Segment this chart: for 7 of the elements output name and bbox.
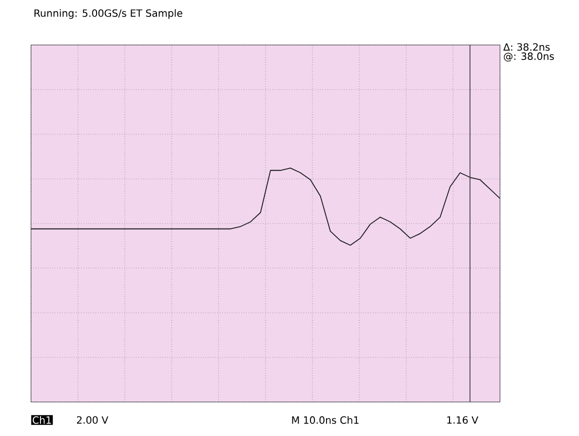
chart-title: Running: 5.00GS/s ET Sample xyxy=(34,9,182,19)
text: M 10.0ns Ch1 xyxy=(292,416,358,424)
text: 1.16 V xyxy=(447,416,478,424)
text: @: 38.0ns xyxy=(504,52,554,62)
text: 2.00 V xyxy=(76,416,108,424)
text: Ch1 xyxy=(32,416,51,424)
text: Δ: 38.2ns xyxy=(503,43,550,51)
